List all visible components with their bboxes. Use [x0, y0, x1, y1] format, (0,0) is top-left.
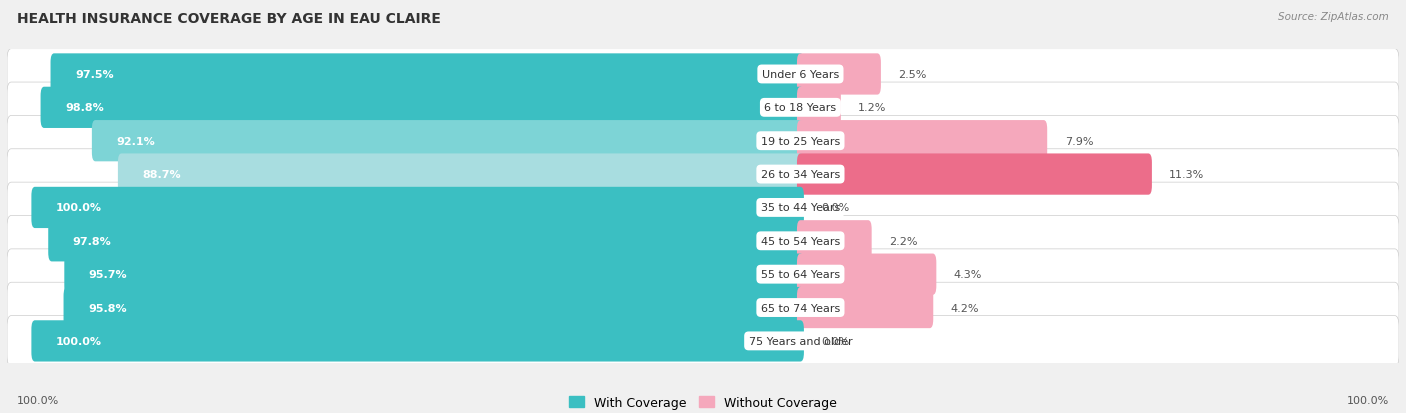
- Text: Under 6 Years: Under 6 Years: [762, 70, 839, 80]
- FancyBboxPatch shape: [91, 121, 804, 162]
- FancyBboxPatch shape: [797, 154, 1152, 195]
- FancyBboxPatch shape: [31, 320, 804, 362]
- FancyBboxPatch shape: [797, 54, 882, 95]
- FancyBboxPatch shape: [797, 88, 841, 129]
- Text: 100.0%: 100.0%: [56, 203, 101, 213]
- FancyBboxPatch shape: [48, 221, 804, 262]
- Text: 75 Years and older: 75 Years and older: [748, 336, 852, 346]
- Text: 2.5%: 2.5%: [898, 70, 927, 80]
- Text: 4.3%: 4.3%: [953, 270, 983, 280]
- FancyBboxPatch shape: [7, 316, 1399, 366]
- Text: 100.0%: 100.0%: [56, 336, 101, 346]
- Text: 4.2%: 4.2%: [950, 303, 979, 313]
- FancyBboxPatch shape: [31, 188, 804, 228]
- Text: Source: ZipAtlas.com: Source: ZipAtlas.com: [1278, 12, 1389, 22]
- FancyBboxPatch shape: [7, 282, 1399, 333]
- Text: 65 to 74 Years: 65 to 74 Years: [761, 303, 839, 313]
- Text: 6 to 18 Years: 6 to 18 Years: [765, 103, 837, 113]
- Text: 7.9%: 7.9%: [1064, 136, 1092, 146]
- Text: 100.0%: 100.0%: [17, 395, 59, 405]
- FancyBboxPatch shape: [7, 150, 1399, 200]
- FancyBboxPatch shape: [797, 221, 872, 262]
- FancyBboxPatch shape: [65, 254, 804, 295]
- FancyBboxPatch shape: [7, 50, 1399, 100]
- Text: 98.8%: 98.8%: [65, 103, 104, 113]
- FancyBboxPatch shape: [63, 287, 804, 328]
- Text: 95.8%: 95.8%: [89, 303, 127, 313]
- Text: 11.3%: 11.3%: [1170, 170, 1205, 180]
- FancyBboxPatch shape: [7, 249, 1399, 300]
- Text: 92.1%: 92.1%: [117, 136, 155, 146]
- FancyBboxPatch shape: [797, 287, 934, 328]
- Text: 0.0%: 0.0%: [821, 203, 849, 213]
- Text: 55 to 64 Years: 55 to 64 Years: [761, 270, 839, 280]
- FancyBboxPatch shape: [7, 216, 1399, 266]
- FancyBboxPatch shape: [797, 121, 1047, 162]
- Legend: With Coverage, Without Coverage: With Coverage, Without Coverage: [564, 391, 842, 413]
- Text: 95.7%: 95.7%: [89, 270, 128, 280]
- Text: 45 to 54 Years: 45 to 54 Years: [761, 236, 839, 246]
- Text: 19 to 25 Years: 19 to 25 Years: [761, 136, 839, 146]
- FancyBboxPatch shape: [7, 116, 1399, 166]
- FancyBboxPatch shape: [7, 183, 1399, 233]
- Text: 88.7%: 88.7%: [142, 170, 181, 180]
- Text: 97.8%: 97.8%: [73, 236, 111, 246]
- FancyBboxPatch shape: [797, 254, 936, 295]
- Text: HEALTH INSURANCE COVERAGE BY AGE IN EAU CLAIRE: HEALTH INSURANCE COVERAGE BY AGE IN EAU …: [17, 12, 440, 26]
- Text: 97.5%: 97.5%: [75, 70, 114, 80]
- FancyBboxPatch shape: [7, 83, 1399, 133]
- FancyBboxPatch shape: [41, 88, 804, 129]
- Text: 100.0%: 100.0%: [1347, 395, 1389, 405]
- FancyBboxPatch shape: [118, 154, 804, 195]
- Text: 0.0%: 0.0%: [821, 336, 849, 346]
- Text: 2.2%: 2.2%: [889, 236, 918, 246]
- Text: 35 to 44 Years: 35 to 44 Years: [761, 203, 839, 213]
- Text: 1.2%: 1.2%: [858, 103, 887, 113]
- Text: 26 to 34 Years: 26 to 34 Years: [761, 170, 839, 180]
- FancyBboxPatch shape: [51, 54, 804, 95]
